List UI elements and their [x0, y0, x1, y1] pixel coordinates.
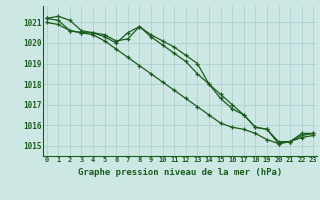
X-axis label: Graphe pression niveau de la mer (hPa): Graphe pression niveau de la mer (hPa) [78, 168, 282, 177]
